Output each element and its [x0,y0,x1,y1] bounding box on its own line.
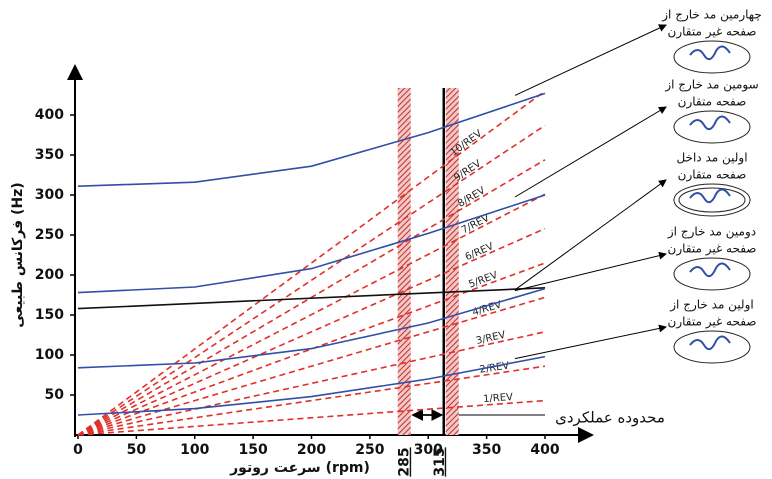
order-line [77,296,546,436]
band-edge-label: 285 [397,447,413,476]
order-line [77,399,546,436]
x-tick-label: 250 [355,442,384,458]
x-tick-label: 350 [472,442,501,458]
axes [67,64,594,443]
y-tick-label: 100 [35,347,64,363]
mode-label: اولین مد داخل [676,151,747,166]
mode-label: چهارمین مد خارج از [661,8,762,23]
mode-arrow [514,324,667,360]
x-tick-label: 150 [239,442,268,458]
mode-curve [77,287,546,310]
order-label: 6/REV [464,241,496,263]
order-line [77,124,546,436]
y-axis-label: فرکانس طبیعی (Hz) [10,182,26,327]
mode-shape [689,45,731,61]
mode-label: صفحه غیر متقارن [668,25,757,40]
order-label: 1/REV [483,392,514,405]
order-line [77,331,546,436]
x-tick-label: 0 [73,442,83,458]
mode-curve [77,92,546,187]
order-label: 5/REV [467,270,499,291]
mode-shape [689,115,731,131]
x-tick-label: 100 [180,442,209,458]
mode-shape [689,188,731,204]
order-line [77,90,546,436]
mode-label: صفحه متقارن [678,95,747,110]
mode-arrow [514,251,667,292]
x-tick-label: 300 [414,442,443,458]
mode-curve [77,355,546,416]
y-tick-label: 200 [35,267,64,283]
mode-shape [689,335,731,351]
mode-label: صفحه غیر متقارن [668,315,757,330]
y-tick-label: 400 [35,107,64,123]
band-edge-label: 315 [432,447,448,476]
mode-curve [77,287,546,369]
mode-shape [689,262,731,278]
y-tick-label: 350 [35,147,64,163]
band-hatch [445,88,459,435]
band-label: محدوده عملکردی [555,409,665,427]
x-tick-label: 400 [530,442,559,458]
order-label: 8/REV [456,185,487,210]
mode-icon-inner [678,187,746,213]
y-tick-label: 250 [35,227,64,243]
band-hatch [397,88,411,435]
mode-label: اولین مد خارج از [669,298,753,313]
mode-label: دومین مد خارج از [667,225,756,240]
x-tick-label: 200 [297,442,326,458]
x-tick-label: 50 [127,442,147,458]
order-line [77,193,546,436]
y-tick-label: 300 [35,187,64,203]
mode-label: سومین مد خارج از [664,78,758,93]
order-label: 7/REV [460,213,492,237]
order-line [77,365,546,436]
mode-label: صفحه متقارن [678,168,747,183]
order-line [77,227,546,436]
mode-arrow [514,24,667,96]
x-axis-label: سرعت روتور (rpm) [229,460,370,476]
mode-curve [77,194,546,294]
mode-label: صفحه غیر متقارن [668,242,757,257]
y-tick-label: 50 [45,387,65,403]
y-tick-label: 150 [35,307,64,323]
mode-arrow [514,106,667,198]
mode-arrow [514,179,667,291]
